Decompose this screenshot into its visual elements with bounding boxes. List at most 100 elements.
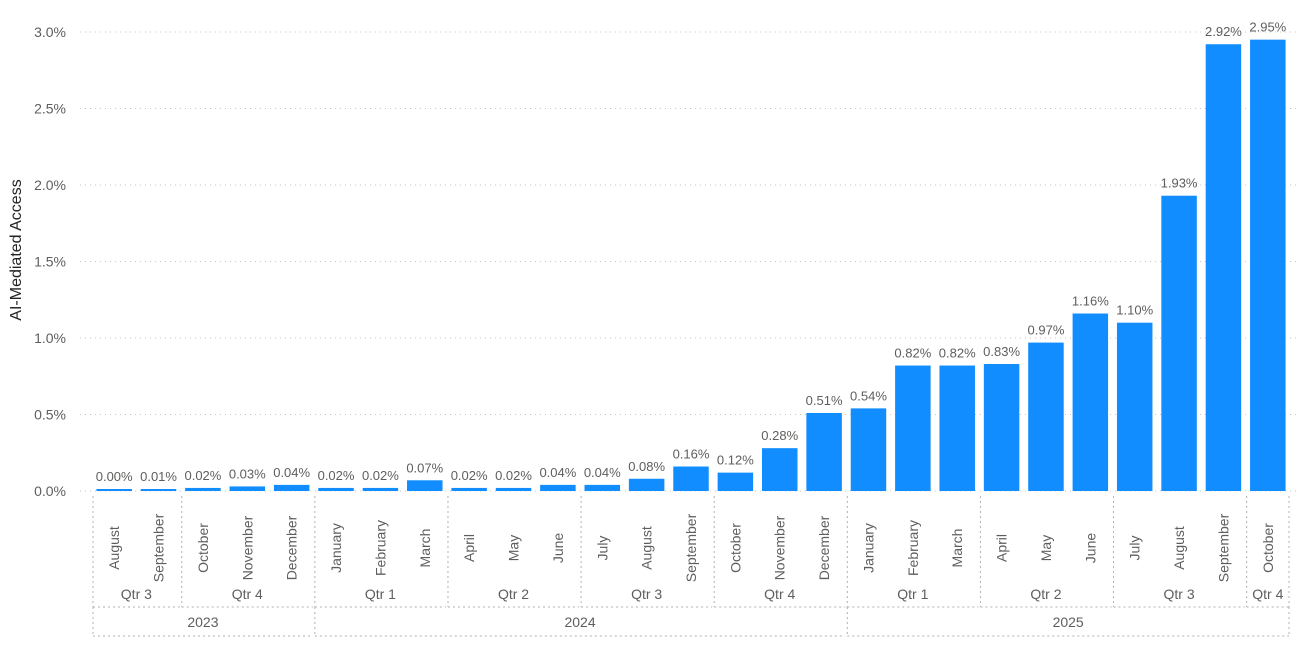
x-tick-month: October xyxy=(195,523,211,573)
x-tick-month: May xyxy=(1038,535,1054,561)
bar xyxy=(673,466,709,491)
data-label: 0.12% xyxy=(717,453,754,468)
bar xyxy=(806,412,842,491)
x-tick-quarter: Qtr 1 xyxy=(365,586,396,602)
data-label: 0.54% xyxy=(850,388,887,403)
data-label: 0.03% xyxy=(229,466,266,481)
x-tick-quarter: Qtr 3 xyxy=(631,586,662,602)
bar xyxy=(540,484,576,491)
bar xyxy=(850,408,887,491)
bar xyxy=(318,487,354,491)
data-label: 0.01% xyxy=(140,469,177,484)
data-label: 0.07% xyxy=(406,460,443,475)
x-tick-month: June xyxy=(1082,533,1098,564)
bar xyxy=(495,487,532,491)
bar xyxy=(1116,322,1153,491)
bar xyxy=(185,487,221,491)
y-tick-label: 2.5% xyxy=(34,101,66,117)
bar xyxy=(1161,195,1197,491)
x-tick-quarter: Qtr 4 xyxy=(1252,586,1283,602)
x-tick-month: January xyxy=(328,523,344,573)
x-tick-month: January xyxy=(860,523,876,573)
data-label: 0.16% xyxy=(673,447,710,462)
x-tick-month: September xyxy=(1215,513,1231,582)
x-tick-quarter: Qtr 3 xyxy=(121,586,152,602)
bar xyxy=(1205,44,1242,492)
data-label: 0.02% xyxy=(495,468,532,483)
data-label: 1.93% xyxy=(1161,176,1198,191)
x-tick-month: October xyxy=(727,523,743,573)
x-tick-month: August xyxy=(1171,526,1187,570)
bar xyxy=(895,365,931,491)
x-tick-quarter: Qtr 4 xyxy=(764,586,795,602)
bar xyxy=(983,364,1020,491)
x-tick-month: August xyxy=(639,526,655,570)
x-tick-month: September xyxy=(151,513,167,582)
bar xyxy=(451,487,487,491)
x-tick-year: 2023 xyxy=(187,614,218,630)
y-axis-title: AI-Mediated Access xyxy=(8,179,25,320)
x-tick-month: March xyxy=(949,529,965,568)
data-label: 1.16% xyxy=(1072,294,1109,309)
y-tick-label: 1.0% xyxy=(34,330,66,346)
x-tick-quarter: Qtr 4 xyxy=(232,586,263,602)
data-label: 0.02% xyxy=(362,468,399,483)
bar xyxy=(1250,39,1286,492)
x-tick-month: September xyxy=(683,513,699,582)
x-tick-month: November xyxy=(772,515,788,580)
bar xyxy=(584,484,621,491)
x-tick-quarter: Qtr 2 xyxy=(1030,586,1061,602)
y-tick-label: 3.0% xyxy=(34,24,66,40)
data-label: 1.10% xyxy=(1116,303,1153,318)
data-label: 0.00% xyxy=(96,469,133,484)
y-tick-label: 0.5% xyxy=(34,407,66,423)
bar xyxy=(717,472,754,491)
data-label: 0.97% xyxy=(1028,323,1065,338)
data-label: 0.51% xyxy=(806,393,843,408)
bar xyxy=(140,489,177,491)
x-tick-month: December xyxy=(816,515,832,580)
x-tick-quarter: Qtr 1 xyxy=(897,586,928,602)
x-tick-month: June xyxy=(550,533,566,564)
x-tick-quarter: Qtr 3 xyxy=(1164,586,1195,602)
x-tick-month: July xyxy=(594,536,610,561)
data-label: 0.82% xyxy=(939,346,976,361)
y-tick-label: 2.0% xyxy=(34,177,66,193)
y-tick-label: 1.5% xyxy=(34,254,66,270)
x-tick-month: December xyxy=(284,515,300,580)
data-label: 0.04% xyxy=(584,465,621,480)
x-tick-year: 2025 xyxy=(1053,614,1084,630)
bar xyxy=(362,487,399,491)
x-tick-month: February xyxy=(372,520,388,576)
bar xyxy=(273,484,310,491)
x-tick-month: February xyxy=(905,520,921,576)
y-tick-label: 0.0% xyxy=(34,483,66,499)
bar xyxy=(939,365,975,491)
data-label: 0.04% xyxy=(273,465,310,480)
x-tick-month: March xyxy=(417,529,433,568)
x-tick-month: October xyxy=(1260,523,1276,573)
data-label: 0.04% xyxy=(539,465,576,480)
bar xyxy=(761,448,798,491)
x-tick-year: 2024 xyxy=(564,614,595,630)
x-tick-quarter: Qtr 2 xyxy=(498,586,529,602)
data-label: 0.28% xyxy=(761,428,798,443)
x-tick-month: July xyxy=(1127,536,1143,561)
data-label: 0.02% xyxy=(451,468,488,483)
data-label: 0.83% xyxy=(983,344,1020,359)
bar xyxy=(628,478,665,491)
bar xyxy=(1072,313,1109,491)
data-label: 0.02% xyxy=(318,468,355,483)
data-label: 0.02% xyxy=(184,468,221,483)
x-tick-month: May xyxy=(506,535,522,561)
data-label: 2.95% xyxy=(1249,20,1286,35)
bar xyxy=(96,489,132,491)
x-tick-month: April xyxy=(994,534,1010,562)
data-label: 0.08% xyxy=(628,459,665,474)
data-label: 2.92% xyxy=(1205,24,1242,39)
bar xyxy=(229,486,266,491)
bar xyxy=(407,480,443,491)
x-tick-month: August xyxy=(106,526,122,570)
